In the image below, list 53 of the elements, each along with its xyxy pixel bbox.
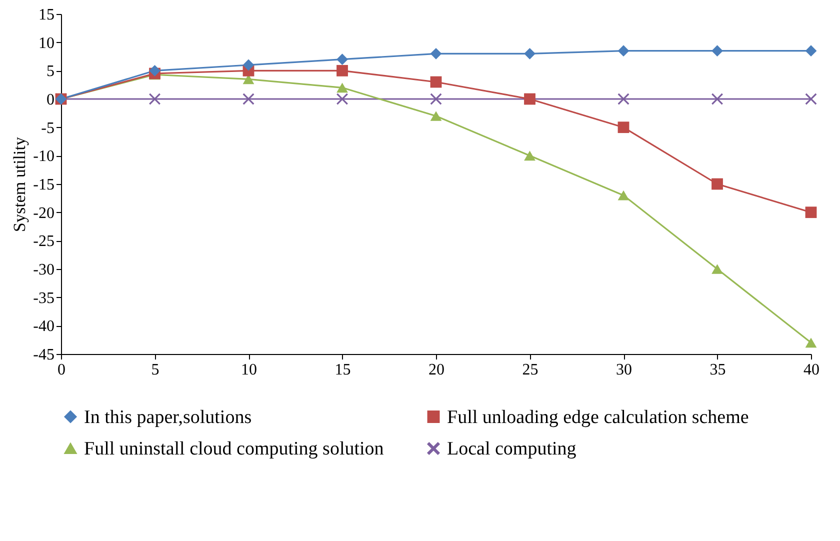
y-tick-label: -45 (33, 346, 54, 364)
x-tick-label: 25 (522, 362, 538, 378)
point (336, 82, 348, 93)
point (149, 64, 160, 76)
point (805, 45, 817, 57)
x-tick-label: 15 (334, 362, 351, 378)
x-tick-label: 5 (151, 362, 160, 378)
point (430, 111, 442, 121)
point (712, 264, 723, 274)
legend-label: Full unloading edge calculation scheme (447, 406, 749, 428)
y-tick-label: -40 (33, 318, 54, 336)
point (712, 93, 723, 105)
y-tick-label: 5 (46, 63, 54, 80)
point (524, 150, 536, 161)
x-tick-label: 40 (804, 362, 820, 378)
point (336, 64, 348, 76)
y-tick-label: -35 (33, 290, 54, 307)
point (618, 93, 630, 105)
point (336, 54, 348, 66)
point (336, 93, 348, 105)
y-axis-title: System utility (10, 136, 30, 232)
point (805, 93, 817, 105)
point (618, 45, 630, 57)
legend-label: Full uninstall cloud computing solution (84, 438, 384, 460)
point (712, 45, 723, 57)
x-tick-label: 20 (428, 362, 444, 378)
y-tick-label: -5 (41, 120, 54, 137)
point (524, 48, 536, 60)
point (430, 76, 442, 88)
point (430, 48, 442, 60)
point (149, 93, 160, 105)
point (805, 338, 817, 348)
point (618, 122, 630, 134)
point (805, 206, 817, 218)
y-tick-label: -15 (33, 176, 54, 194)
y-tick-label: 15 (38, 6, 54, 24)
point (618, 190, 630, 200)
y-tick-label: -30 (33, 262, 54, 278)
y-tick-label: 10 (38, 34, 54, 52)
legend-label: Local computing (447, 438, 577, 460)
y-tick-label: -20 (33, 204, 54, 222)
y-tick-label: -10 (33, 148, 54, 166)
point (430, 93, 442, 105)
y-tick-label: -25 (33, 233, 54, 250)
x-tick-label: 35 (710, 362, 726, 378)
x-tick-label: 10 (241, 362, 257, 378)
point (712, 178, 723, 190)
x-tick-label: 30 (616, 362, 632, 378)
point (242, 59, 254, 71)
y-tick-label: 0 (46, 92, 54, 108)
legend-label: In this paper,solutions (84, 406, 252, 428)
point (242, 93, 254, 105)
x-tick-label: 0 (58, 362, 66, 378)
